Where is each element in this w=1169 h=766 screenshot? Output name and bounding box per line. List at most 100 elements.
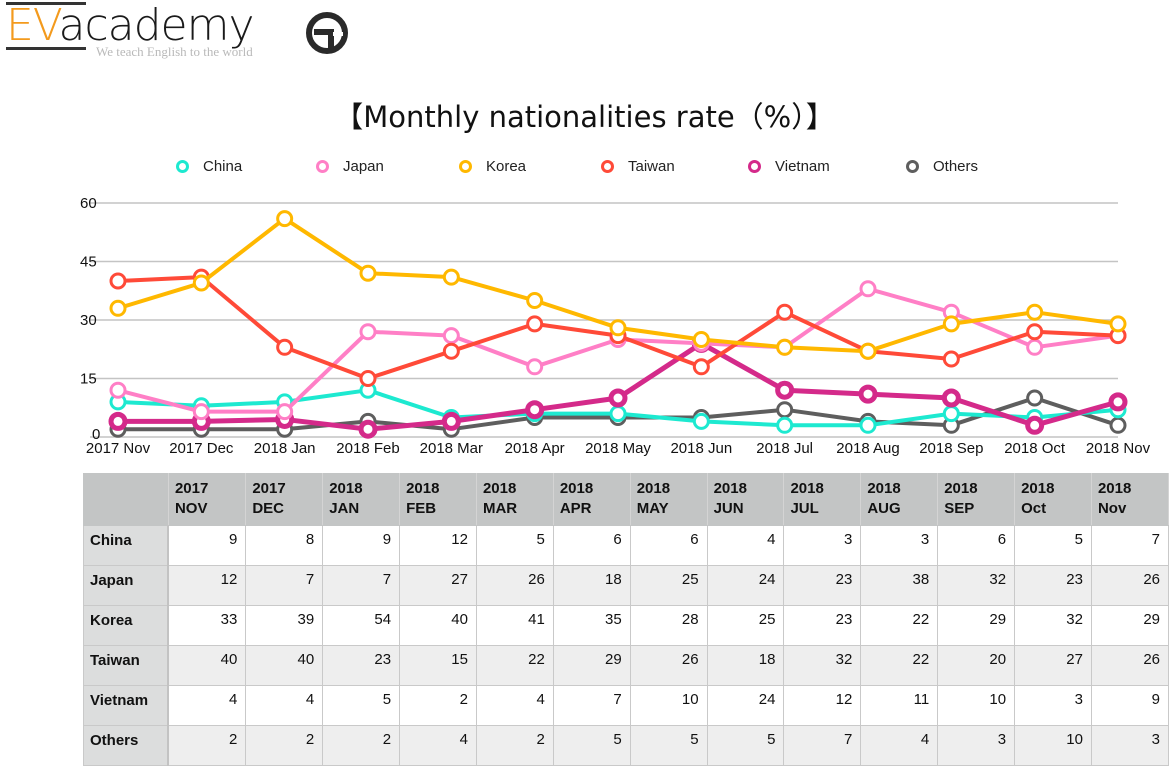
column-header: 2018 APR [552,473,631,526]
data-point-japan [276,403,294,421]
table-row-korea: Korea 33 39 54 40 41 35 28 25 23 22 29 32 29 [83,605,1169,646]
table-cell: 54 [322,605,401,646]
column-header: 2017 NOV [167,473,247,526]
data-point-others [776,401,794,419]
data-point-vietnam [858,384,878,404]
data-point-others [1109,416,1127,434]
column-header-month: SEP [944,500,975,517]
table-cell: 12 [167,565,247,606]
table-cell: 40 [399,605,477,646]
legend-item-others[interactable]: Others [906,158,978,175]
legend-item-taiwan[interactable]: Taiwan [601,158,675,175]
row-header: Vietnam [83,685,170,726]
legend-item-china[interactable]: China [176,158,242,175]
table-cell: 24 [706,685,785,726]
legend-item-korea[interactable]: Korea [459,158,526,175]
row-header: Taiwan [83,645,170,686]
data-point-vietnam [941,388,961,408]
table-cell: 4 [167,685,247,726]
data-point-japan [859,280,877,298]
row-header: China [83,525,170,566]
data-point-china [776,416,794,434]
column-header-year: 2018 [482,480,517,497]
table-cell: 26 [629,645,708,686]
table-cell: 6 [552,525,631,566]
column-header: 2018 AUG [860,473,939,526]
data-point-japan [109,381,127,399]
column-header-year: 2018 [636,480,671,497]
table-cell: 5 [322,685,401,726]
column-header: 2018 Oct [1014,473,1092,526]
data-point-japan [526,358,544,376]
column-header-year: 2018 [944,480,978,497]
data-point-korea [109,299,127,317]
data-point-china [692,412,710,430]
table-cell: 2 [322,725,401,766]
table-cell: 9 [322,525,401,566]
data-point-korea [526,292,544,309]
table-cell: 20 [937,645,1016,686]
data-point-china [942,405,960,423]
data-point-others [1026,389,1044,407]
column-header-year: 2017 [174,480,209,497]
x-tick-label: 2018 Jan [254,440,316,457]
row-header: Japan [83,565,170,606]
table-cell: 27 [1014,645,1092,686]
data-point-vietnam [1108,392,1128,412]
legend-item-vietnam[interactable]: Vietnam [748,158,830,175]
column-header-month: Nov [1097,500,1127,517]
table-cell: 23 [1014,565,1092,606]
column-header-year: 2018 [1021,480,1055,497]
column-header-month: JUN [713,500,744,517]
table-cell: 15 [399,645,477,686]
table-cell: 33 [167,605,247,646]
data-point-korea [776,338,794,356]
table-corner-cell [83,473,169,526]
table-cell: 2 [167,725,247,766]
column-header-month: DEC [252,500,284,517]
table-cell: 27 [399,565,477,606]
column-header-month: Oct [1021,500,1047,517]
x-tick-label: 2018 Feb [336,440,399,457]
table-cell: 9 [1090,685,1169,726]
table-cell: 4 [706,525,785,566]
table-header-row: 2017 NOV 2017 DEC 2018 JAN 2018 FEB 2018 MAR 2018 A… [83,473,1169,526]
column-header: 2017 DEC [245,473,324,526]
column-header-year: 2018 [406,480,440,497]
table-cell: 22 [475,645,554,686]
table-cell: 22 [860,645,939,686]
column-header: 2018 MAY [629,473,708,526]
table-cell: 7 [1090,525,1169,566]
table-cell: 32 [1014,605,1092,646]
table-cell: 2 [475,725,554,766]
x-tick-label: 2018 Nov [1086,440,1151,457]
column-header-month: AUG [867,500,901,517]
column-header-month: JUL [790,500,819,517]
logo-ev: EV [6,0,59,51]
legend-label: Korea [486,158,527,175]
table-cell: 28 [629,605,708,646]
data-point-japan [442,327,460,345]
chart-title: 【Monthly nationalities rate（%）】 [334,100,835,134]
table-cell: 10 [1014,725,1092,766]
data-point-vietnam [525,400,545,420]
data-point-korea [859,342,877,360]
data-point-china [609,405,627,423]
column-header: 2018 SEP [937,473,1016,526]
table-cell: 10 [629,685,708,726]
column-header-month: MAY [636,500,669,517]
series-lines [108,210,1128,439]
line-chart: 0 15 30 45 60 2017 Nov 2017 Dec 2018 Jan 2018 F… [80,195,1151,457]
legend-item-japan[interactable]: Japan [316,158,384,175]
data-point-taiwan [776,303,794,321]
column-header-year: 2018 [1097,480,1132,497]
table-cell: 12 [399,525,477,566]
table-cell: 32 [937,565,1016,606]
table-row-others: Others 2 2 2 4 2 5 5 5 7 4 3 10 3 [83,725,1169,766]
table-row-china: China 9 8 9 12 5 6 6 4 3 3 6 5 7 [83,525,1169,566]
row-header: Korea [83,605,170,646]
table-cell: 41 [475,605,554,646]
logo-bar-top [6,2,86,5]
logo-bar-bottom [6,47,86,50]
table-cell: 40 [167,645,247,686]
